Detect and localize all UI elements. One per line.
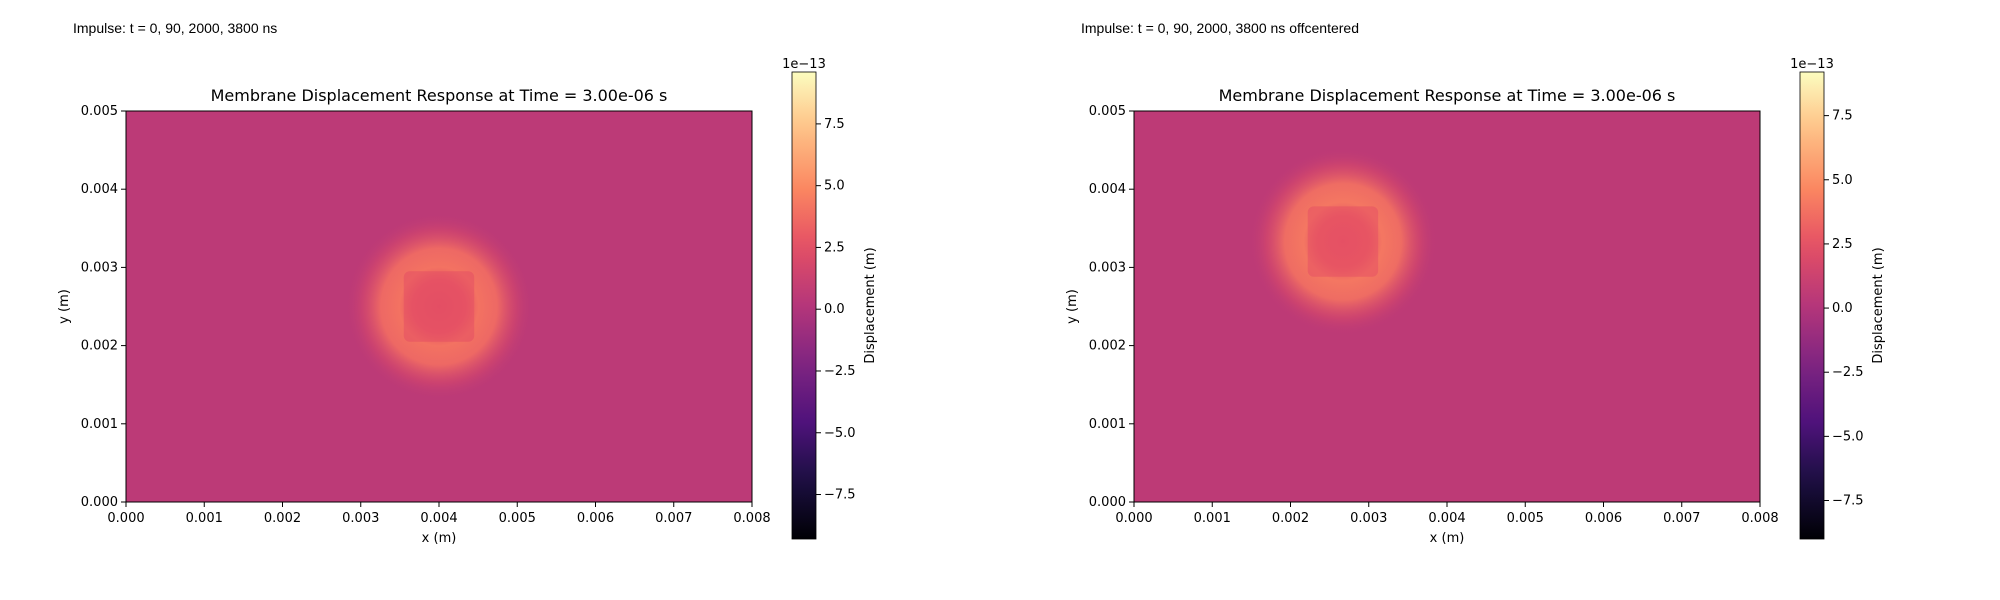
x-tick-label: 0.000	[1115, 511, 1152, 526]
chart-title: Membrane Displacement Response at Time =…	[211, 86, 668, 105]
x-tick-label: 0.001	[186, 511, 223, 526]
y-tick-label: 0.000	[81, 495, 118, 510]
y-tick-label: 0.005	[1089, 104, 1126, 119]
colorbar-tick-label: 2.5	[824, 240, 845, 255]
colorbar-offset-label: 1e−13	[1790, 57, 1834, 72]
x-axis-label: x (m)	[422, 531, 457, 546]
y-tick-label: 0.004	[81, 182, 118, 197]
x-tick-label: 0.001	[1194, 511, 1231, 526]
x-tick-label: 0.000	[107, 511, 144, 526]
y-tick-label: 0.005	[81, 104, 118, 119]
colorbar-tick-label: 7.5	[824, 117, 845, 132]
colorbar-tick-label: 0.0	[824, 302, 845, 317]
colorbar-tick-label: 5.0	[1832, 173, 1853, 188]
chart-title: Membrane Displacement Response at Time =…	[1219, 86, 1676, 105]
y-tick-label: 0.000	[1089, 495, 1126, 510]
heatmap-chart-left: Membrane Displacement Response at Time =…	[57, 57, 878, 546]
displacement-center	[1307, 206, 1379, 277]
y-tick-label: 0.001	[1089, 417, 1126, 432]
colorbar-tick-label: 0.0	[1832, 301, 1853, 316]
heatmap-chart-right: Membrane Displacement Response at Time =…	[1065, 57, 1886, 546]
right-panel: Impulse: t = 0, 90, 2000, 3800 ns offcen…	[1008, 0, 2000, 600]
y-tick-label: 0.003	[81, 260, 118, 275]
x-tick-label: 0.004	[420, 511, 457, 526]
heatmap-background	[1134, 111, 1760, 502]
y-axis-label: y (m)	[1065, 289, 1080, 324]
x-tick-label: 0.008	[733, 511, 770, 526]
panel-caption: Impulse: t = 0, 90, 2000, 3800 ns offcen…	[1081, 20, 1359, 36]
x-tick-label: 0.007	[1663, 511, 1700, 526]
panel-caption: Impulse: t = 0, 90, 2000, 3800 ns	[73, 20, 278, 36]
x-tick-label: 0.003	[342, 511, 379, 526]
colorbar-tick-label: −7.5	[1832, 494, 1864, 509]
colorbar-tick-label: −2.5	[824, 364, 856, 379]
x-tick-label: 0.005	[499, 511, 536, 526]
left-panel: Impulse: t = 0, 90, 2000, 3800 ns Membra…	[57, 20, 878, 546]
x-tick-label: 0.005	[1507, 511, 1544, 526]
displacement-center	[403, 271, 475, 342]
x-tick-label: 0.004	[1428, 511, 1465, 526]
colorbar-label: Displacement (m)	[863, 247, 878, 363]
y-tick-label: 0.001	[81, 417, 118, 432]
colorbar-tick-label: 2.5	[1832, 237, 1853, 252]
x-tick-label: 0.007	[655, 511, 692, 526]
x-tick-label: 0.008	[1741, 511, 1778, 526]
x-axis-label: x (m)	[1430, 531, 1465, 546]
colorbar	[791, 71, 817, 540]
colorbar-tick-label: 5.0	[824, 179, 845, 194]
colorbar-tick-label: 7.5	[1832, 109, 1853, 124]
x-tick-label: 0.002	[264, 511, 301, 526]
colorbar-tick-label: −5.0	[824, 426, 856, 441]
x-tick-label: 0.006	[577, 511, 614, 526]
colorbar	[1799, 71, 1825, 540]
y-tick-label: 0.002	[81, 339, 118, 354]
colorbar-label: Displacement (m)	[1871, 247, 1886, 363]
colorbar-tick-label: −2.5	[1832, 365, 1864, 380]
colorbar-offset-label: 1e−13	[782, 57, 826, 72]
x-tick-label: 0.002	[1272, 511, 1309, 526]
x-tick-label: 0.003	[1350, 511, 1387, 526]
y-tick-label: 0.002	[1089, 339, 1126, 354]
x-tick-label: 0.006	[1585, 511, 1622, 526]
colorbar-tick-label: −7.5	[824, 488, 856, 503]
colorbar-tick-label: −5.0	[1832, 429, 1864, 444]
y-tick-label: 0.004	[1089, 182, 1126, 197]
y-axis-label: y (m)	[57, 289, 72, 324]
y-tick-label: 0.003	[1089, 260, 1126, 275]
